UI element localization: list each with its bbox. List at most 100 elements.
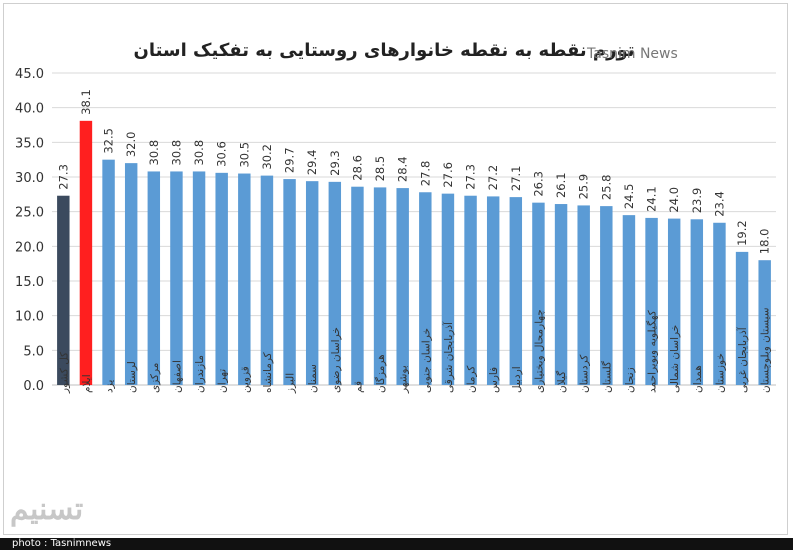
bar xyxy=(124,163,138,385)
bar xyxy=(419,192,432,385)
x-tick-label: یزد xyxy=(104,380,116,393)
photo-credit: photo : Tasnimnews xyxy=(12,538,112,549)
x-tick-label: سیستان وبلوچستان xyxy=(760,307,772,393)
y-tick-label: 0.0 xyxy=(23,379,44,394)
bar xyxy=(577,205,590,385)
y-tick-label: 20.0 xyxy=(15,240,44,255)
data-label: 29.4 xyxy=(305,150,319,176)
bar xyxy=(735,251,749,385)
data-label: 32.5 xyxy=(102,128,116,154)
bar xyxy=(373,187,387,385)
bar xyxy=(554,204,568,385)
x-tick-label: گلستان xyxy=(600,361,613,393)
x-tick-label: کهگیلویه وبویراحمد xyxy=(646,310,659,393)
data-label: 23.4 xyxy=(712,191,726,217)
data-label: 23.9 xyxy=(690,188,704,214)
data-label: 27.6 xyxy=(441,162,455,188)
bar xyxy=(170,171,183,385)
data-label: 27.2 xyxy=(486,165,500,191)
bar xyxy=(758,260,771,385)
y-tick-label: 25.0 xyxy=(15,206,44,221)
bar xyxy=(396,188,409,385)
watermark: Tasnim News xyxy=(587,46,678,62)
bar xyxy=(192,171,206,385)
bar xyxy=(102,159,115,385)
chart-title: تورم نقطه به نقطه خانوارهای روستایی به ت… xyxy=(133,40,635,61)
data-label: 28.6 xyxy=(350,155,364,181)
y-tick-label: 40.0 xyxy=(15,102,44,117)
bar xyxy=(667,218,681,385)
data-label: 30.8 xyxy=(169,140,183,166)
bar xyxy=(509,197,523,385)
data-label: 26.3 xyxy=(531,171,545,197)
data-label: 19.2 xyxy=(735,220,749,246)
x-tick-label: بوشهر xyxy=(398,365,410,394)
bar xyxy=(215,172,228,385)
bar xyxy=(283,179,296,385)
data-label: 27.3 xyxy=(464,164,478,190)
bar xyxy=(260,175,274,385)
x-tick-label: خراسان شمالی xyxy=(669,325,681,393)
bar xyxy=(238,173,251,385)
data-label: 32.0 xyxy=(124,132,138,158)
bar xyxy=(464,195,477,385)
y-tick-label: 5.0 xyxy=(23,344,44,359)
x-tick-label: همدان xyxy=(692,365,704,393)
x-tick-label: خراسان رضوی xyxy=(330,327,342,393)
bar xyxy=(441,193,455,385)
bar xyxy=(79,120,93,385)
x-tick-label: مرکزی xyxy=(149,363,161,393)
chart-frame: تورم نقطه به نقطه خانوارهای روستایی به ت… xyxy=(3,3,788,535)
bar xyxy=(486,196,500,385)
data-label: 18.0 xyxy=(758,229,772,255)
data-label: 24.5 xyxy=(622,184,636,210)
x-tick-label: البرز xyxy=(285,373,297,394)
data-label: 28.4 xyxy=(396,156,410,182)
y-tick-label: 35.0 xyxy=(15,136,44,151)
data-label: 30.6 xyxy=(215,141,229,167)
bar xyxy=(57,195,70,385)
photo-credit-bar: photo : Tasnimnews xyxy=(0,538,793,550)
x-tick-label: کردستان xyxy=(579,355,591,393)
x-tick-label: کرمانشاه xyxy=(262,352,274,393)
x-tick-label: تهران xyxy=(217,369,229,393)
bar xyxy=(690,219,704,385)
bar xyxy=(622,215,636,385)
bar-chart: 0.0 5.0 10.0 15.0 20.0 25.0 30.0 35.0 40.0 45.0 27… xyxy=(15,67,776,394)
x-tick-label: لرستان xyxy=(126,361,138,393)
x-tick-label: گیلان xyxy=(555,371,568,393)
data-label: 27.8 xyxy=(418,161,432,187)
data-label: 30.8 xyxy=(147,140,161,166)
data-label: 27.1 xyxy=(509,165,523,191)
x-tick-label: اصفهان xyxy=(171,360,183,393)
bar xyxy=(645,217,658,385)
y-tick-label: 10.0 xyxy=(15,310,44,325)
x-tick-label: خوزستان xyxy=(714,353,726,393)
x-tick-label: کل کشور xyxy=(58,352,70,394)
x-tick-label: زنجان xyxy=(624,367,636,393)
y-tick-label: 45.0 xyxy=(15,67,44,82)
data-label: 28.5 xyxy=(373,156,387,182)
x-tick-label: اردبیل xyxy=(511,366,523,393)
data-label: 27.3 xyxy=(56,164,70,190)
y-tick-label: 15.0 xyxy=(15,275,44,290)
x-tick-label: مازندران xyxy=(194,355,206,393)
bar xyxy=(600,206,613,385)
x-tick-label: هرمزگان xyxy=(374,354,387,393)
bar xyxy=(147,171,161,385)
data-label: 38.1 xyxy=(79,89,93,115)
bar xyxy=(532,202,545,385)
bar xyxy=(713,222,726,385)
x-tick-label: چهارمحال وبختیاری xyxy=(533,309,545,393)
data-label: 25.8 xyxy=(599,175,613,201)
data-label: 29.3 xyxy=(328,150,342,176)
data-label: 30.8 xyxy=(192,140,206,166)
data-label: 24.1 xyxy=(645,186,659,212)
bar xyxy=(328,181,342,385)
bar xyxy=(351,186,364,385)
x-tick-label: خراسان جنوبی xyxy=(420,328,432,393)
data-label: 30.2 xyxy=(260,144,274,170)
x-tick-label: ایلام xyxy=(81,374,93,393)
x-tick-label: کرمان xyxy=(466,366,478,393)
bar xyxy=(305,181,319,385)
